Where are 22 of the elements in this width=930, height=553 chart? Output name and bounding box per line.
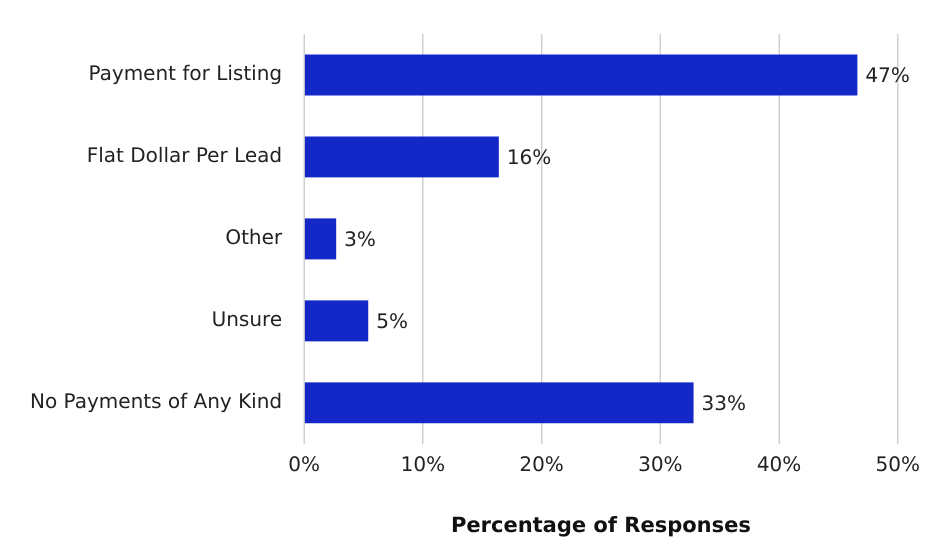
data-label: 5% — [376, 309, 408, 334]
bar — [304, 300, 368, 342]
x-tick-label: 40% — [756, 452, 802, 476]
x-axis-title: Percentage of Responses — [451, 512, 751, 537]
x-tick-label: 50% — [876, 452, 920, 476]
data-label: 47% — [865, 63, 910, 88]
y-tick-label: No Payments of Any Kind — [30, 389, 282, 414]
data-label: 33% — [702, 391, 746, 416]
y-tick-label: Other — [225, 225, 283, 250]
bar — [304, 136, 499, 178]
y-tick-label: Flat Dollar Per Lead — [86, 143, 282, 168]
x-tick-label: 10% — [400, 452, 446, 476]
x-tick-label: 20% — [519, 452, 564, 476]
bar — [304, 54, 858, 96]
data-label: 3% — [344, 227, 376, 252]
x-tick-label: 0% — [288, 452, 320, 476]
x-tick-label: 30% — [638, 452, 683, 476]
data-label: 16% — [506, 145, 552, 170]
y-tick-label: Unsure — [212, 307, 282, 332]
y-tick-label: Payment for Listing — [88, 61, 282, 86]
bar — [304, 218, 336, 260]
bar — [304, 382, 694, 424]
